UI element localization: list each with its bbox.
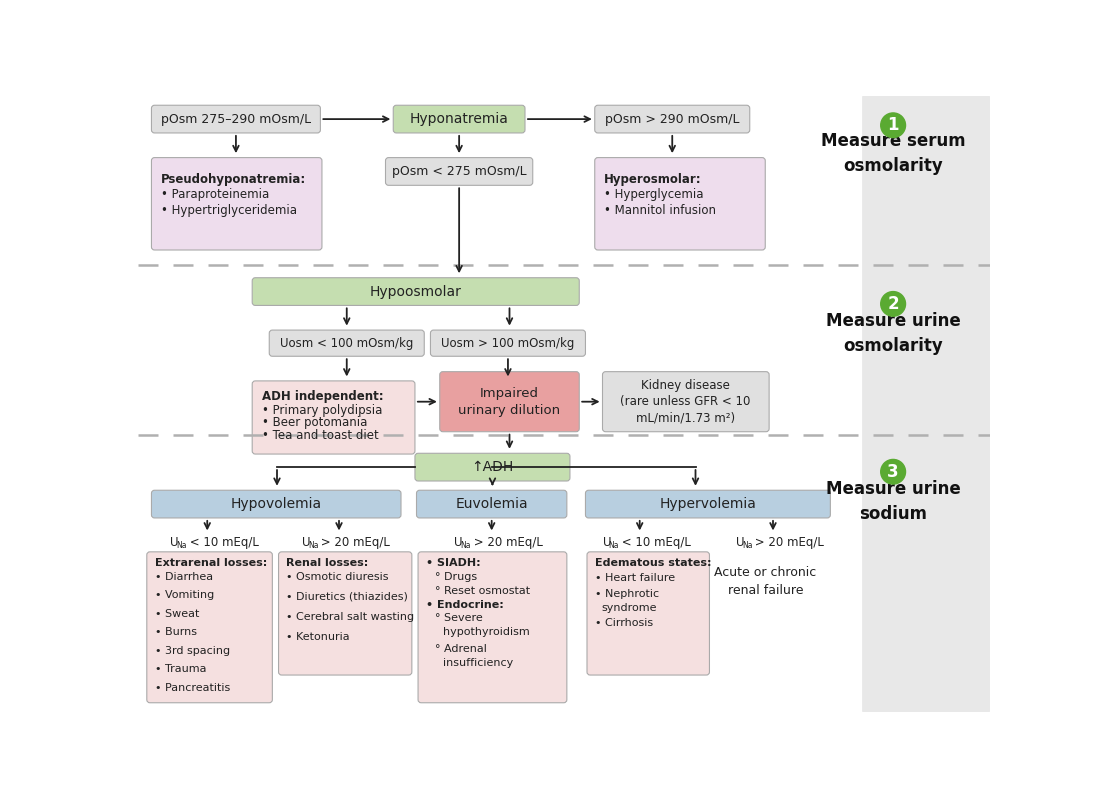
- Text: pOsm < 275 mOsm/L: pOsm < 275 mOsm/L: [392, 165, 527, 178]
- Text: • Heart failure: • Heart failure: [595, 574, 675, 583]
- FancyBboxPatch shape: [252, 381, 415, 454]
- Text: U: U: [736, 536, 745, 549]
- Text: Uosm > 100 mOsm/kg: Uosm > 100 mOsm/kg: [441, 337, 574, 350]
- Text: • Nephrotic: • Nephrotic: [595, 589, 659, 598]
- Text: ° Severe: ° Severe: [436, 614, 483, 623]
- Text: • Trauma: • Trauma: [154, 664, 206, 674]
- Text: Uosm < 100 mOsm/kg: Uosm < 100 mOsm/kg: [280, 337, 414, 350]
- Text: Renal losses:: Renal losses:: [286, 558, 368, 568]
- Text: 2: 2: [888, 295, 899, 313]
- FancyBboxPatch shape: [394, 106, 525, 133]
- Text: Impaired
urinary dilution: Impaired urinary dilution: [459, 386, 561, 417]
- Text: 1: 1: [888, 116, 899, 134]
- Text: Na: Na: [176, 541, 187, 550]
- Text: syndrome: syndrome: [601, 602, 657, 613]
- Text: Euvolemia: Euvolemia: [455, 497, 528, 511]
- Text: 3: 3: [888, 462, 899, 481]
- Text: • Primary polydipsia: • Primary polydipsia: [262, 404, 382, 417]
- FancyBboxPatch shape: [152, 158, 322, 250]
- Text: • Vomiting: • Vomiting: [154, 590, 213, 600]
- FancyBboxPatch shape: [270, 330, 425, 356]
- FancyBboxPatch shape: [418, 552, 566, 702]
- Text: > 20 mEq/L: > 20 mEq/L: [751, 536, 824, 549]
- Circle shape: [881, 291, 905, 316]
- Text: pOsm > 290 mOsm/L: pOsm > 290 mOsm/L: [605, 113, 739, 126]
- FancyBboxPatch shape: [278, 552, 411, 675]
- Text: U: U: [301, 536, 310, 549]
- Text: Measure urine
sodium: Measure urine sodium: [826, 479, 960, 522]
- Text: Hyponatremia: Hyponatremia: [409, 112, 508, 126]
- Text: insufficiency: insufficiency: [443, 658, 513, 668]
- Text: U: U: [603, 536, 611, 549]
- Text: > 20 mEq/L: > 20 mEq/L: [470, 536, 543, 549]
- Text: Acute or chronic
renal failure: Acute or chronic renal failure: [714, 566, 816, 597]
- Text: • Ketonuria: • Ketonuria: [286, 632, 350, 642]
- Text: Hypervolemia: Hypervolemia: [660, 497, 757, 511]
- FancyBboxPatch shape: [152, 490, 402, 518]
- Text: Na: Na: [742, 541, 752, 550]
- Text: • Paraproteinemia: • Paraproteinemia: [161, 188, 270, 202]
- FancyBboxPatch shape: [430, 330, 585, 356]
- FancyBboxPatch shape: [138, 96, 862, 712]
- Text: ° Adrenal: ° Adrenal: [436, 644, 487, 654]
- Text: Kidney disease
(rare unless GFR < 10
mL/min/1.73 m²): Kidney disease (rare unless GFR < 10 mL/…: [620, 378, 750, 425]
- Text: • Osmotic diuresis: • Osmotic diuresis: [286, 572, 388, 582]
- Text: Na: Na: [461, 541, 471, 550]
- Text: • Hyperglycemia: • Hyperglycemia: [604, 188, 704, 202]
- Text: < 10 mEq/L: < 10 mEq/L: [186, 536, 258, 549]
- Text: ° Drugs: ° Drugs: [436, 572, 477, 582]
- FancyBboxPatch shape: [417, 490, 566, 518]
- FancyBboxPatch shape: [146, 552, 273, 702]
- Text: • Sweat: • Sweat: [154, 609, 199, 619]
- FancyBboxPatch shape: [595, 158, 766, 250]
- Text: ° Reset osmostat: ° Reset osmostat: [436, 586, 530, 596]
- Text: Na: Na: [608, 541, 619, 550]
- FancyBboxPatch shape: [595, 106, 750, 133]
- Text: U: U: [170, 536, 178, 549]
- Text: U: U: [454, 536, 463, 549]
- Circle shape: [881, 113, 905, 138]
- Circle shape: [881, 459, 905, 484]
- Text: Hypovolemia: Hypovolemia: [231, 497, 322, 511]
- Text: Measure urine
osmolarity: Measure urine osmolarity: [826, 312, 960, 354]
- FancyBboxPatch shape: [587, 552, 710, 675]
- FancyBboxPatch shape: [252, 278, 580, 306]
- Text: Na: Na: [308, 541, 319, 550]
- Text: Hypoosmolar: Hypoosmolar: [370, 285, 462, 298]
- Text: < 10 mEq/L: < 10 mEq/L: [618, 536, 691, 549]
- Text: • Mannitol infusion: • Mannitol infusion: [604, 204, 716, 217]
- FancyBboxPatch shape: [440, 372, 580, 432]
- Text: • Endocrine:: • Endocrine:: [426, 599, 504, 610]
- FancyBboxPatch shape: [585, 490, 830, 518]
- Text: • 3rd spacing: • 3rd spacing: [154, 646, 230, 656]
- Text: ADH independent:: ADH independent:: [262, 390, 383, 403]
- Text: • Hypertriglyceridemia: • Hypertriglyceridemia: [161, 204, 297, 217]
- Text: • Cerebral salt wasting: • Cerebral salt wasting: [286, 612, 415, 622]
- Text: Edematous states:: Edematous states:: [595, 558, 712, 568]
- Text: • Burns: • Burns: [154, 627, 197, 638]
- Text: ↑ADH: ↑ADH: [471, 460, 514, 474]
- Text: • Diarrhea: • Diarrhea: [154, 572, 212, 582]
- FancyBboxPatch shape: [415, 454, 570, 481]
- Text: Measure serum
osmolarity: Measure serum osmolarity: [821, 132, 966, 175]
- Text: > 20 mEq/L: > 20 mEq/L: [317, 536, 390, 549]
- FancyBboxPatch shape: [385, 158, 532, 186]
- Text: • Beer potomania: • Beer potomania: [262, 416, 367, 430]
- Text: • SIADH:: • SIADH:: [426, 558, 481, 568]
- FancyBboxPatch shape: [603, 372, 769, 432]
- Text: • Diuretics (thiazides): • Diuretics (thiazides): [286, 592, 408, 602]
- FancyBboxPatch shape: [152, 106, 320, 133]
- Text: • Tea and toast diet: • Tea and toast diet: [262, 429, 378, 442]
- Text: Hyperosmolar:: Hyperosmolar:: [604, 173, 702, 186]
- FancyBboxPatch shape: [862, 96, 990, 712]
- Text: pOsm 275–290 mOsm/L: pOsm 275–290 mOsm/L: [161, 113, 311, 126]
- Text: hypothyroidism: hypothyroidism: [443, 627, 529, 638]
- Text: Extrarenal losses:: Extrarenal losses:: [154, 558, 267, 568]
- Text: • Cirrhosis: • Cirrhosis: [595, 618, 653, 628]
- Text: • Pancreatitis: • Pancreatitis: [154, 682, 230, 693]
- Text: Pseudohyponatremia:: Pseudohyponatremia:: [161, 173, 306, 186]
